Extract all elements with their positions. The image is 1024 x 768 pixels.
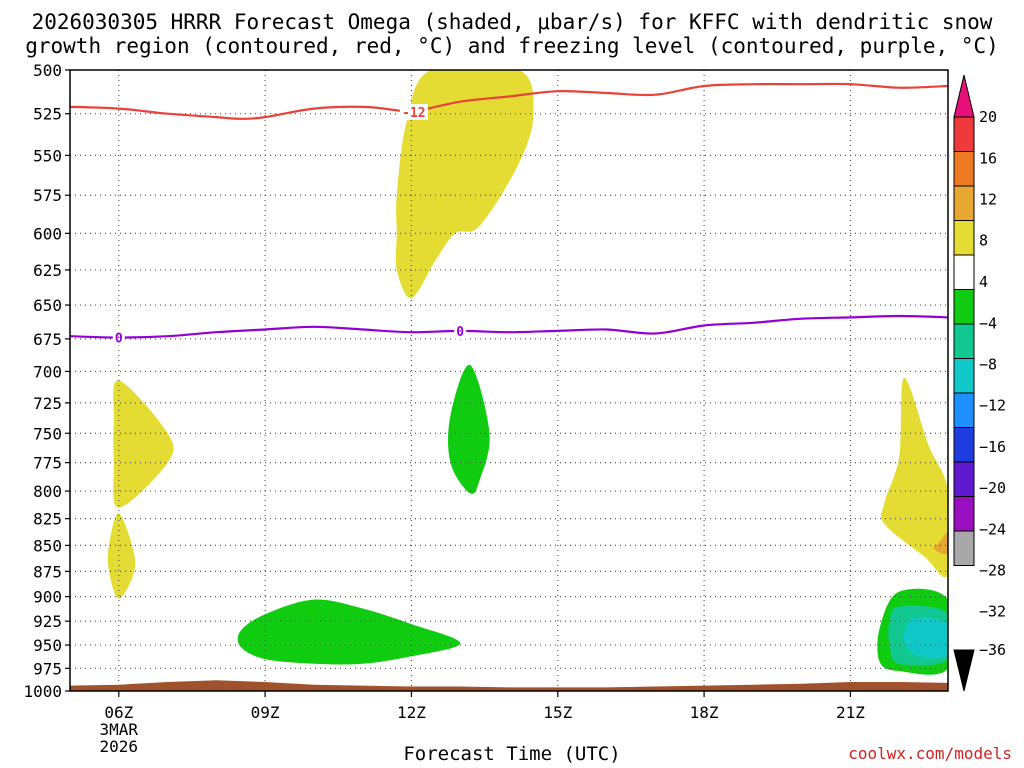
y-tick-label-950: 950	[33, 636, 62, 655]
y-tick-label-700: 700	[33, 362, 62, 381]
omega-region-4	[933, 532, 948, 555]
x-tick-label-12Z: 12Z	[397, 703, 426, 722]
terrain-surface	[70, 680, 948, 691]
y-axis: 500 525 550 575 600 625 650 675 700 725 750 775 800 8…	[23, 61, 70, 701]
colorbar-bin-10	[953, 427, 975, 463]
contour-label-0-0: 0	[115, 332, 123, 347]
y-tick-label-650: 650	[33, 296, 62, 315]
site-credit[interactable]: coolwx.com/models	[848, 744, 1012, 763]
colorbar-bin-1	[953, 116, 975, 152]
y-tick-label-725: 725	[33, 394, 62, 413]
x-tick-label-21Z: 21Z	[836, 703, 865, 722]
colorbar-bin-6	[953, 289, 975, 325]
colorbar-label-8: −16	[979, 438, 1006, 456]
y-tick-label-925: 925	[33, 612, 62, 631]
x-axis-title: Forecast Time (UTC)	[403, 743, 621, 765]
colorbar-label-3: 8	[979, 232, 988, 250]
contour-label-bg	[112, 329, 125, 346]
contour-label-bg	[454, 322, 467, 339]
omega-region-0	[395, 70, 534, 299]
y-tick-label-600: 600	[33, 224, 62, 243]
y-tick-label-975: 975	[33, 659, 62, 678]
colorbar-label-11: −28	[979, 562, 1006, 580]
grid-lines	[70, 70, 948, 691]
omega-region-2	[107, 513, 136, 599]
contour--12	[69, 82, 949, 120]
colorbar-label-4: 4	[979, 273, 988, 291]
contour-0	[69, 314, 949, 339]
y-tick-label-1000: 1000	[23, 682, 62, 701]
colorbar-bin-9	[953, 392, 975, 428]
colorbar-bin-2	[953, 151, 975, 187]
y-tick-label-625: 625	[33, 261, 62, 280]
x-tick-label-06Z: 06Z	[104, 703, 133, 722]
chart-title-line-2: growth region (contoured, red, °C) and f…	[25, 34, 999, 58]
y-tick-label-875: 875	[33, 562, 62, 581]
contour-lines: -12 0 0	[69, 82, 949, 347]
contour-label--12-0: -12	[402, 106, 425, 121]
y-tick-label-550: 550	[33, 146, 62, 165]
colorbar: 20 16 12 8 4 −4 −8 −12 −16 −20 −24 −28 −32 −36	[953, 74, 1006, 692]
colorbar-label-13: −36	[979, 641, 1006, 659]
y-tick-label-500: 500	[33, 61, 62, 80]
omega-region-1	[113, 380, 174, 508]
colorbar-bin-5	[953, 254, 975, 290]
y-tick-label-525: 525	[33, 105, 62, 124]
omega-shading	[107, 70, 948, 675]
colorbar-bin-12	[953, 496, 975, 532]
y-tick-label-750: 750	[33, 424, 62, 443]
omega-region-6	[237, 599, 461, 665]
y-tick-label-825: 825	[33, 510, 62, 529]
y-tick-label-575: 575	[33, 186, 62, 205]
colorbar-label-1: 16	[979, 150, 997, 168]
colorbar-label-5: −4	[979, 315, 997, 333]
omega-region-5	[448, 364, 490, 495]
colorbar-bin-11	[953, 461, 975, 497]
colorbar-label-0: 20	[979, 108, 997, 126]
colorbar-label-6: −8	[979, 356, 997, 374]
colorbar-tip-top	[953, 74, 975, 118]
colorbar-bin-4	[953, 220, 975, 256]
plot-frame	[69, 69, 949, 692]
y-tick-label-850: 850	[33, 536, 62, 555]
x-tick-date-year: 2026	[100, 737, 139, 756]
y-tick-label-800: 800	[33, 482, 62, 501]
colorbar-bin-13	[953, 530, 975, 566]
x-tick-label-15Z: 15Z	[543, 703, 572, 722]
x-tick-date-month: 3MAR	[100, 720, 139, 739]
y-tick-label-775: 775	[33, 454, 62, 473]
chart-title-line-1: 2026030305 HRRR Forecast Omega (shaded, …	[31, 10, 993, 34]
colorbar-label-7: −12	[979, 397, 1006, 415]
contour-label-0-1: 0	[456, 325, 464, 340]
omega-region-9	[903, 617, 948, 659]
colorbar-label-9: −20	[979, 479, 1006, 497]
colorbar-label-10: −24	[979, 521, 1006, 539]
colorbar-bin-8	[953, 358, 975, 394]
x-tick-label-18Z: 18Z	[690, 703, 719, 722]
contour-label-bg	[399, 104, 428, 121]
terrain-fill	[70, 680, 948, 691]
colorbar-label-12: −32	[979, 603, 1006, 621]
colorbar-tip-bottom	[953, 649, 975, 692]
y-tick-label-900: 900	[33, 588, 62, 607]
colorbar-label-2: 12	[979, 191, 997, 209]
omega-region-3	[881, 377, 948, 578]
colorbar-bin-3	[953, 185, 975, 221]
y-tick-label-675: 675	[33, 330, 62, 349]
x-tick-label-09Z: 09Z	[251, 703, 280, 722]
colorbar-bin-7	[953, 323, 975, 359]
